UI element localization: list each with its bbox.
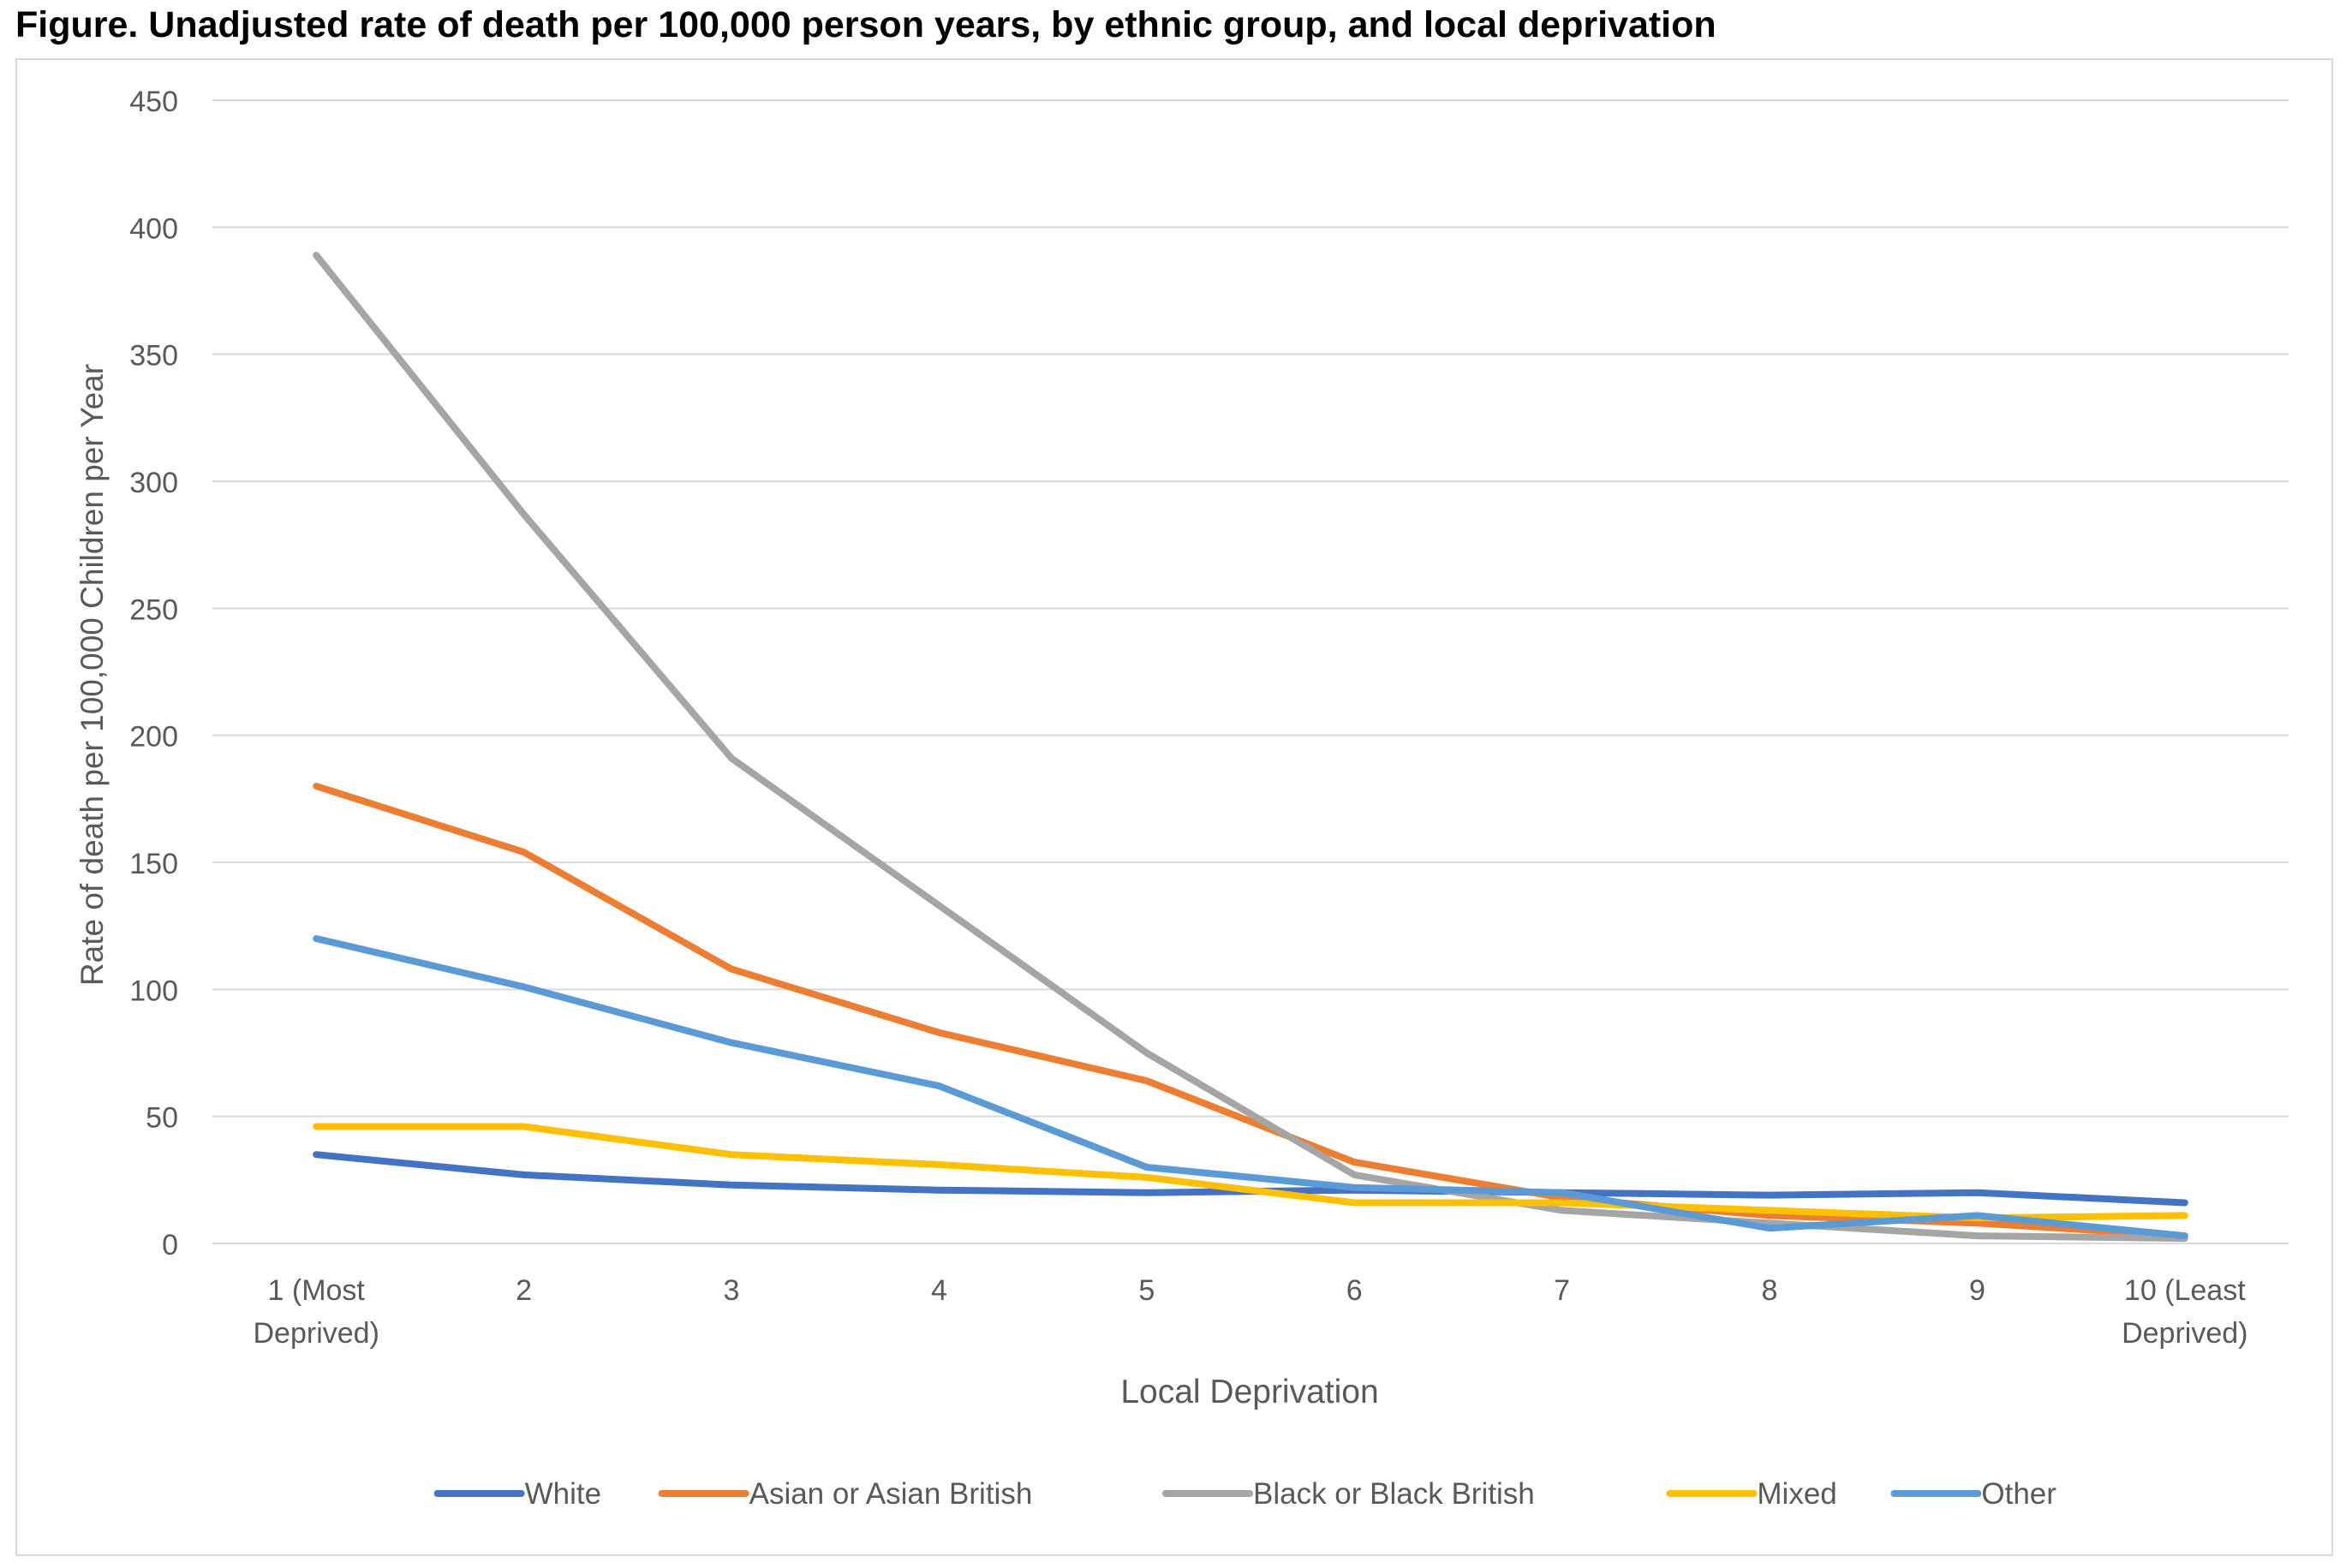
x-tick-label-line: Deprived) — [254, 1317, 379, 1350]
x-axis-title: Local Deprivation — [1120, 1374, 1378, 1410]
legend-label: Black or Black British — [1253, 1477, 1535, 1511]
x-tick-label: 2 — [516, 1274, 532, 1307]
legend-item-3: Mixed — [1666, 1477, 1837, 1511]
x-tick-label: 8 — [1762, 1274, 1778, 1307]
y-axis-ticks: 0 50 100 150 200 250 300 350 400 450 — [129, 86, 178, 1261]
y-axis-title: Rate of death per 100,000 Children per Y… — [75, 364, 110, 986]
gridlines — [212, 99, 2289, 1244]
y-tick-label: 50 — [146, 1102, 178, 1135]
series-line-1 — [313, 783, 2188, 1240]
legend-item-4: Other — [1890, 1477, 2056, 1511]
x-tick-label-line: 8 — [1762, 1274, 1778, 1307]
x-tick-label-line: 4 — [931, 1274, 947, 1307]
chart-area — [15, 58, 2333, 1556]
y-tick-label: 100 — [129, 975, 178, 1007]
y-tick-label: 450 — [129, 86, 178, 118]
x-tick-label: 6 — [1346, 1274, 1363, 1307]
legend-item-1: Asian or Asian British — [658, 1477, 1033, 1511]
x-tick-label-line: Deprived) — [2122, 1317, 2248, 1350]
y-tick-label: 350 — [129, 340, 178, 373]
x-tick-label-line: 5 — [1138, 1274, 1155, 1307]
legend-label: Other — [1981, 1477, 2056, 1511]
x-axis-ticks: 1 (Most Deprived) 2 3 4 5 6 7 8 9 10 (Least Deprive… — [254, 1274, 2248, 1350]
legend-label: Asian or Asian British — [749, 1477, 1033, 1511]
series-line-4 — [313, 935, 2188, 1240]
x-tick-label: 9 — [1969, 1274, 1985, 1307]
y-tick-label: 400 — [129, 212, 178, 245]
x-tick-label-line: 10 (Least — [2124, 1274, 2246, 1307]
series-line-3 — [313, 1123, 2188, 1222]
x-tick-label: 3 — [724, 1274, 740, 1307]
legend-label: Mixed — [1757, 1477, 1836, 1511]
legend-item-2: Black or Black British — [1162, 1477, 1535, 1511]
figure-title: Figure. Unadjusted rate of death per 100… — [15, 4, 1716, 45]
legend: White Asian or Asian British Black or Blac… — [433, 1477, 2056, 1511]
y-tick-label: 0 — [162, 1229, 178, 1261]
series-line-2 — [313, 252, 2188, 1243]
legend-item-0: White — [433, 1477, 601, 1511]
x-tick-label-line: 2 — [516, 1274, 532, 1307]
x-tick-label: 5 — [1138, 1274, 1155, 1307]
x-tick-label: 1 (Most Deprived) — [254, 1274, 379, 1350]
x-tick-label-line: 6 — [1346, 1274, 1363, 1307]
x-tick-label-line: 9 — [1969, 1274, 1985, 1307]
legend-label: White — [525, 1477, 601, 1511]
y-tick-label: 150 — [129, 848, 178, 880]
y-tick-label: 300 — [129, 467, 178, 499]
x-tick-label: 4 — [931, 1274, 947, 1307]
y-tick-label: 250 — [129, 593, 178, 626]
series-lines — [313, 252, 2188, 1243]
x-tick-label-line: 3 — [724, 1274, 740, 1307]
x-tick-label: 7 — [1554, 1274, 1570, 1307]
y-tick-label: 200 — [129, 721, 178, 754]
x-tick-label-line: 1 (Most — [268, 1274, 366, 1307]
x-tick-label: 10 (Least Deprived) — [2122, 1274, 2248, 1350]
x-tick-label-line: 7 — [1554, 1274, 1570, 1307]
